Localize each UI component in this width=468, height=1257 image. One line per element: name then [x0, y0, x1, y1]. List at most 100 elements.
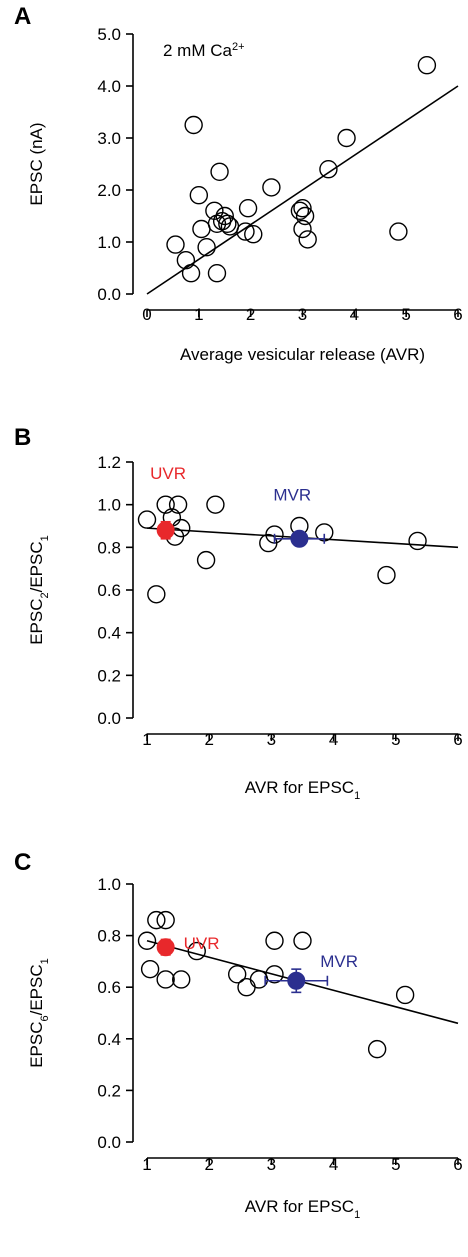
x-tick-label: 4 [350, 305, 359, 324]
y-tick-label: 5.0 [97, 25, 121, 44]
x-tick-label: 1 [194, 305, 203, 324]
y-tick-label: 1.2 [97, 453, 121, 472]
y-tick-label: 3.0 [97, 129, 121, 148]
y-axis-label-sub: 6 [39, 1015, 51, 1021]
data-point [408, 531, 427, 551]
y-tick-label: 1.0 [97, 875, 121, 894]
x-tick-label: 5 [401, 305, 410, 324]
mean-marker [287, 971, 306, 990]
group-mean-uvr: UVR [156, 934, 220, 957]
mean-marker [156, 938, 175, 957]
data-point [168, 495, 188, 514]
x-tick-label: 3 [267, 730, 276, 749]
x-tick-label: 6 [453, 730, 462, 749]
y-axis-label-part: EPSC [27, 598, 46, 644]
x-axis-label: Average vesicular release (AVR) [180, 345, 425, 364]
y-axis-label: EPSC (nA) [27, 122, 46, 205]
data-point [215, 206, 234, 226]
condition-annotation-sup: 2+ [232, 41, 245, 53]
data-point [262, 178, 281, 197]
group-label: UVR [184, 934, 220, 953]
x-tick-label: 6 [453, 305, 462, 324]
data-point [337, 128, 356, 148]
data-point [389, 222, 408, 241]
mean-marker [290, 529, 309, 548]
y-axis-label: EPSC2/EPSC1 [27, 535, 51, 645]
data-point [137, 931, 157, 950]
data-point [236, 222, 255, 241]
y-tick-label: 0.0 [97, 285, 121, 304]
data-point [187, 941, 206, 961]
x-axis-label-sub: 1 [354, 790, 360, 802]
y-tick-label: 0.2 [97, 666, 121, 685]
x-tick-label: 3 [298, 305, 307, 324]
panel-letter: A [14, 3, 31, 30]
data-point [293, 931, 312, 950]
data-point [189, 185, 209, 205]
y-tick-label: 0.4 [97, 624, 121, 643]
y-axis-label-part: /EPSC [27, 541, 46, 592]
data-point [377, 565, 396, 585]
x-tick-label: 5 [391, 730, 400, 749]
x-axis-label: AVR for EPSC1 [245, 1197, 360, 1221]
data-point [293, 219, 312, 239]
x-axis-label-sub: 1 [354, 1209, 360, 1221]
data-point [367, 1039, 387, 1059]
data-point [197, 237, 216, 257]
data-point [166, 235, 185, 254]
group-mean-uvr: UVR [150, 464, 186, 540]
y-axis-label: EPSC6/EPSC1 [27, 958, 51, 1068]
data-point [192, 219, 211, 239]
data-point [196, 550, 216, 570]
data-point [156, 495, 175, 514]
data-point [290, 201, 310, 221]
y-tick-label: 2.0 [97, 181, 121, 200]
data-point [184, 115, 203, 135]
mean-marker [156, 521, 175, 540]
y-tick-label: 1.0 [97, 233, 121, 252]
group-mean-mvr: MVR [264, 952, 358, 994]
x-tick-label: 3 [267, 1155, 276, 1174]
group-label: MVR [320, 952, 358, 971]
panel-a: A 0.0 1.0 2.0 3.0 4.0 5.0 0 1 2 3 4 5 6 Average vesicu… [14, 3, 463, 364]
x-tick-label: 1 [142, 1155, 151, 1174]
data-point [265, 931, 284, 950]
y-axis-label-sub: 1 [39, 958, 51, 964]
y-tick-label: 4.0 [97, 77, 121, 96]
y-tick-label: 0.4 [97, 1030, 121, 1049]
y-tick-label: 0.6 [97, 978, 121, 997]
data-point [210, 162, 229, 182]
group-label: MVR [273, 485, 311, 504]
data-point [172, 970, 191, 989]
data-point [319, 159, 338, 179]
y-tick-label: 0.6 [97, 581, 121, 600]
data-point [295, 206, 315, 226]
data-point [417, 55, 437, 75]
data-point [156, 970, 175, 989]
data-point [265, 965, 284, 984]
x-tick-label: 4 [329, 1155, 338, 1174]
data-point [238, 198, 258, 218]
data-point [147, 910, 166, 930]
x-tick-label: 4 [329, 730, 338, 749]
data-point [147, 585, 166, 604]
group-mean-mvr: MVR [273, 485, 326, 548]
x-tick-label: 2 [246, 305, 255, 324]
x-tick-label: 1 [142, 730, 151, 749]
x-axis-label: AVR for EPSC1 [245, 778, 360, 802]
y-axis-label-sub: 2 [39, 592, 51, 598]
data-point [298, 230, 317, 249]
data-point [176, 251, 196, 270]
x-tick-label: 2 [204, 730, 213, 749]
data-point [293, 198, 312, 218]
x-tick-label: 0 [142, 305, 151, 324]
y-tick-label: 0.8 [97, 927, 121, 946]
regression-line [146, 85, 459, 295]
data-point [227, 965, 247, 984]
data-point [218, 214, 237, 234]
x-tick-label: 5 [391, 1155, 400, 1174]
data-point [244, 224, 263, 244]
y-axis-label-part: EPSC [27, 1021, 46, 1067]
data-point [206, 495, 225, 514]
